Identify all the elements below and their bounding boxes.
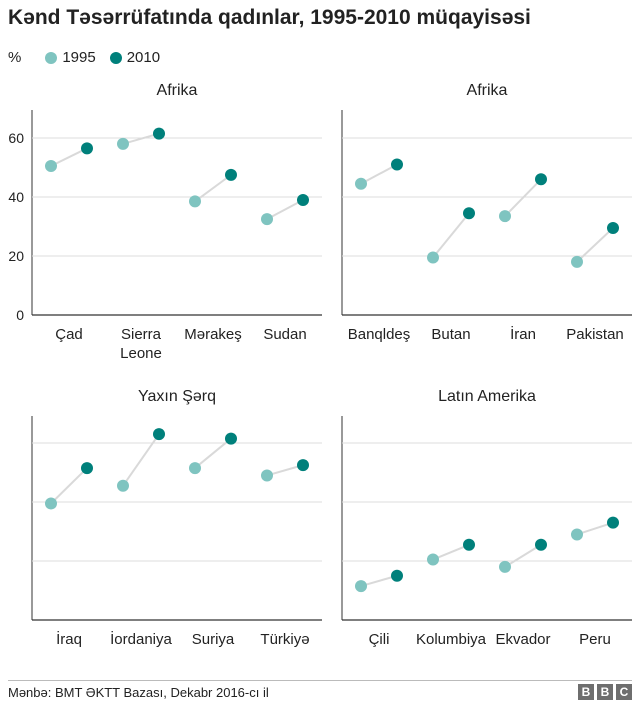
- footer-divider: [8, 680, 632, 681]
- y-tick-label: 20: [8, 248, 24, 264]
- point-1995: [499, 210, 511, 223]
- panel-title: Yaxın Şərq: [138, 388, 216, 405]
- point-1995: [427, 553, 439, 566]
- legend-dot-1995: [45, 51, 58, 64]
- x-tick-label: Butan: [431, 326, 470, 343]
- connector-line: [504, 543, 542, 568]
- point-1995: [355, 580, 367, 593]
- point-2010: [297, 459, 309, 472]
- x-tick-label: Mərakeş: [184, 326, 242, 343]
- point-2010: [391, 158, 403, 171]
- point-1995: [45, 160, 57, 173]
- connector-line: [122, 132, 160, 145]
- x-tick-label: Leone: [120, 345, 162, 362]
- x-tick-label: İran: [510, 325, 536, 343]
- x-tick-label: Sierra: [121, 326, 162, 343]
- point-1995: [571, 528, 583, 541]
- point-2010: [535, 538, 547, 551]
- connector-line: [432, 212, 470, 259]
- point-2010: [463, 538, 475, 551]
- point-2010: [81, 142, 93, 155]
- x-tick-label: Çili: [369, 631, 390, 648]
- connector-line: [576, 227, 614, 263]
- point-1995: [499, 560, 511, 573]
- point-2010: [463, 207, 475, 220]
- connector-line: [50, 467, 88, 505]
- x-tick-label: İraq: [56, 630, 82, 648]
- connector-line: [432, 543, 470, 561]
- point-1995: [571, 255, 583, 268]
- point-2010: [225, 432, 237, 445]
- point-2010: [607, 221, 619, 234]
- point-2010: [391, 569, 403, 582]
- connector-line: [504, 178, 542, 217]
- x-tick-label: Pakistan: [566, 326, 624, 343]
- x-tick-label: İordaniya: [110, 630, 172, 648]
- bbc-logo-letter: C: [616, 684, 632, 700]
- y-tick-label: 0: [16, 307, 24, 323]
- x-tick-label: Sudan: [263, 326, 306, 343]
- point-1995: [117, 479, 129, 492]
- point-2010: [297, 193, 309, 206]
- legend-unit: %: [8, 49, 22, 66]
- connector-line: [50, 147, 88, 167]
- point-1995: [261, 469, 273, 482]
- point-2010: [81, 462, 93, 475]
- point-1995: [189, 195, 201, 208]
- y-tick-label: 40: [8, 189, 24, 205]
- legend-dot-2010: [109, 51, 122, 64]
- legend-item-1995: 1995: [45, 49, 96, 66]
- connector-line: [360, 574, 398, 588]
- point-2010: [153, 127, 165, 140]
- x-tick-label: Peru: [579, 631, 611, 648]
- x-tick-label: Suriya: [192, 631, 235, 648]
- point-1995: [45, 497, 57, 510]
- point-2010: [607, 516, 619, 529]
- point-1995: [189, 462, 201, 475]
- connector-line: [266, 199, 304, 221]
- x-tick-label: Kolumbiya: [416, 631, 487, 648]
- bbc-logo-letter: B: [597, 684, 613, 700]
- connector-line: [360, 163, 398, 185]
- chart-title: Kənd Təsərrüfatında qadınlar, 1995-2010 …: [8, 6, 531, 29]
- point-1995: [261, 213, 273, 226]
- point-1995: [117, 137, 129, 150]
- panel-title: Afrika: [157, 82, 198, 99]
- connector-line: [266, 464, 304, 477]
- source-note: Mənbə: BMT ƏKTT Bazası, Dekabr 2016-cı i…: [8, 685, 269, 700]
- x-tick-label: Ekvador: [495, 631, 550, 648]
- x-tick-label: Banqldeş: [348, 326, 411, 343]
- point-2010: [153, 428, 165, 441]
- legend-item-2010: 2010: [109, 49, 161, 66]
- legend: % 1995 2010: [8, 49, 174, 66]
- connector-line: [122, 433, 160, 487]
- x-tick-label: Çad: [55, 326, 83, 343]
- bbc-logo: B B C: [578, 684, 632, 700]
- panel-title: Latın Amerika: [438, 388, 536, 405]
- connector-line: [194, 174, 232, 203]
- point-2010: [535, 173, 547, 186]
- point-2010: [225, 168, 237, 181]
- legend-label-2010: 2010: [126, 49, 161, 66]
- point-1995: [427, 251, 439, 264]
- connector-line: [576, 521, 614, 536]
- point-1995: [355, 177, 367, 190]
- x-tick-label: Türkiyə: [260, 631, 309, 648]
- panel-title: Afrika: [467, 82, 508, 99]
- connector-line: [194, 437, 232, 469]
- y-tick-label: 60: [8, 130, 24, 146]
- legend-label-1995: 1995: [62, 49, 96, 66]
- bbc-logo-letter: B: [578, 684, 594, 700]
